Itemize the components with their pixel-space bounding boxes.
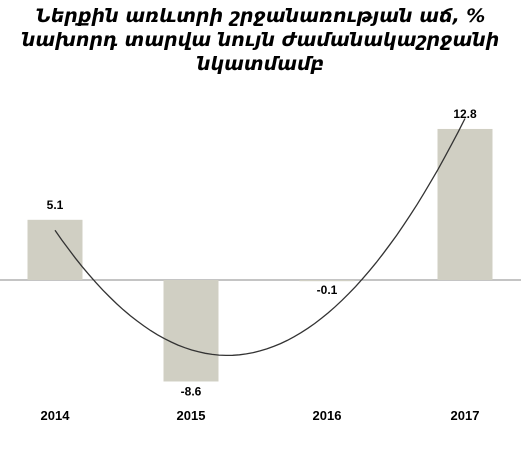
value-label-2014: 5.1 — [47, 198, 64, 212]
value-label-2015: -8.6 — [181, 384, 202, 398]
bars-group — [27, 128, 493, 382]
bar-2016 — [299, 280, 355, 282]
value-labels-group: 5.1 -8.6 -0.1 12.8 — [47, 107, 477, 399]
trend-line — [54, 118, 466, 357]
x-tick-2014: 2014 — [41, 408, 71, 423]
x-tick-2017: 2017 — [451, 408, 480, 423]
chart-title-line-2: նախորդ տարվա նույն ժամանակաշրջանի — [21, 29, 500, 51]
x-tick-labels-group: 2014 2015 2016 2017 — [41, 408, 480, 423]
x-tick-2015: 2015 — [177, 408, 206, 423]
x-tick-2016: 2016 — [313, 408, 342, 423]
bar-2014 — [27, 219, 83, 280]
value-label-2016: -0.1 — [317, 283, 338, 297]
chart-title-line-3: նկատմամբ — [196, 53, 325, 75]
value-label-2017: 12.8 — [453, 107, 477, 121]
bar-2017 — [437, 128, 493, 280]
chart-title-line-1: Ներքին առևտրի շրջանառության աճ, % — [35, 5, 486, 27]
chart-title: Ներքին առևտրի շրջանառության աճ, % նախորդ… — [0, 4, 521, 76]
bar-2015 — [163, 280, 219, 382]
